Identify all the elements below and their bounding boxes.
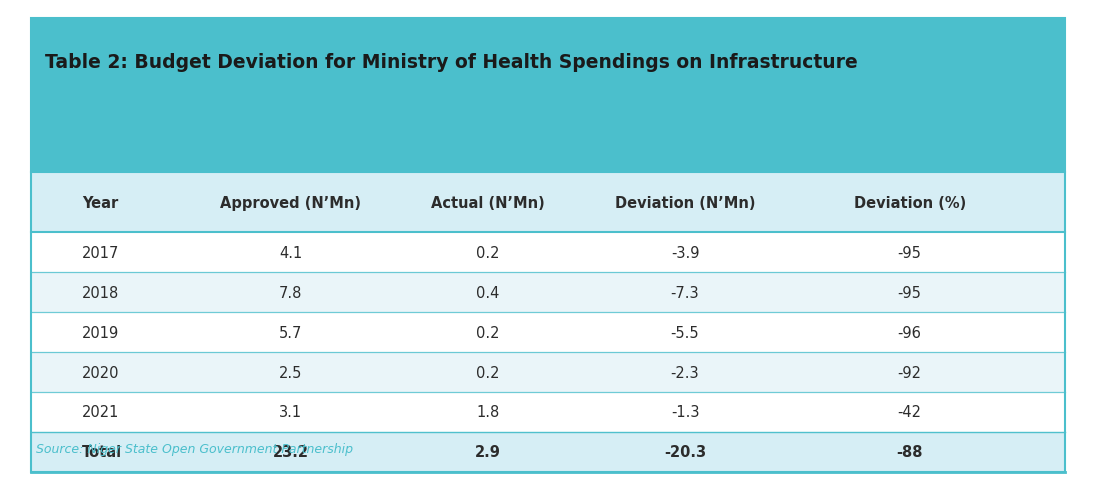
Bar [31,432,1065,472]
Text: -3.9: -3.9 [671,245,699,260]
Text: 2018: 2018 [82,285,119,300]
Text: 1.8: 1.8 [476,405,500,420]
Text: 2.9: 2.9 [475,444,501,459]
Text: -96: -96 [898,325,922,340]
Text: Approved (N’Mn): Approved (N’Mn) [220,195,361,210]
Text: 0.2: 0.2 [476,245,500,260]
Text: 2020: 2020 [82,365,119,380]
Text: Actual (N’Mn): Actual (N’Mn) [431,195,545,210]
Text: 3.1: 3.1 [278,405,302,420]
Text: -92: -92 [898,365,922,380]
Text: 2.5: 2.5 [278,365,302,380]
Text: -88: -88 [897,444,923,459]
Bar [31,273,1065,312]
Text: Deviation (N’Mn): Deviation (N’Mn) [615,195,755,210]
Bar [31,19,1065,173]
Text: -7.3: -7.3 [671,285,699,300]
Text: -95: -95 [898,245,922,260]
Text: 4.1: 4.1 [278,245,302,260]
Text: Deviation (%): Deviation (%) [854,195,966,210]
Text: -95: -95 [898,285,922,300]
Text: Year: Year [82,195,118,210]
Bar [31,312,1065,352]
Text: -5.5: -5.5 [671,325,699,340]
Text: -1.3: -1.3 [671,405,699,420]
Bar [31,233,1065,273]
Text: 2017: 2017 [82,245,119,260]
Text: -42: -42 [898,405,922,420]
Text: 2021: 2021 [82,405,119,420]
Text: -2.3: -2.3 [671,365,699,380]
Text: 23.2: 23.2 [273,444,308,459]
Text: Table 2: Budget Deviation for Ministry of Health Spendings on Infrastructure: Table 2: Budget Deviation for Ministry o… [45,53,858,72]
Bar [31,352,1065,392]
Text: 0.2: 0.2 [476,365,500,380]
Text: 0.4: 0.4 [476,285,500,300]
Text: Source: Niger State Open Government Partnership: Source: Niger State Open Government Part… [36,442,353,456]
Text: 7.8: 7.8 [278,285,302,300]
Text: -20.3: -20.3 [664,444,706,459]
Text: 2019: 2019 [82,325,119,340]
Bar [31,392,1065,432]
Text: Total: Total [82,444,123,459]
Bar [31,173,1065,233]
Text: 0.2: 0.2 [476,325,500,340]
Text: 5.7: 5.7 [278,325,302,340]
